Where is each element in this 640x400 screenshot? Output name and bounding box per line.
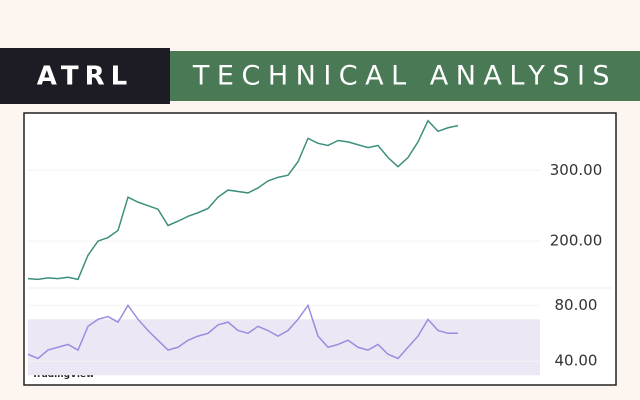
series-line [27, 303, 458, 360]
ticker-box [0, 48, 170, 104]
title-box [170, 51, 640, 101]
title: TECHNICAL ANALYSIS [192, 61, 617, 92]
y-tick-label: 80.00 [555, 296, 598, 314]
y-tick-label: 300.00 [550, 161, 603, 179]
y-tick-label: 200.00 [550, 232, 603, 250]
y-tick-label: 40.00 [555, 352, 598, 370]
ticker: ATRL [37, 62, 133, 92]
series-line [27, 119, 459, 281]
rsi-band [28, 319, 540, 376]
